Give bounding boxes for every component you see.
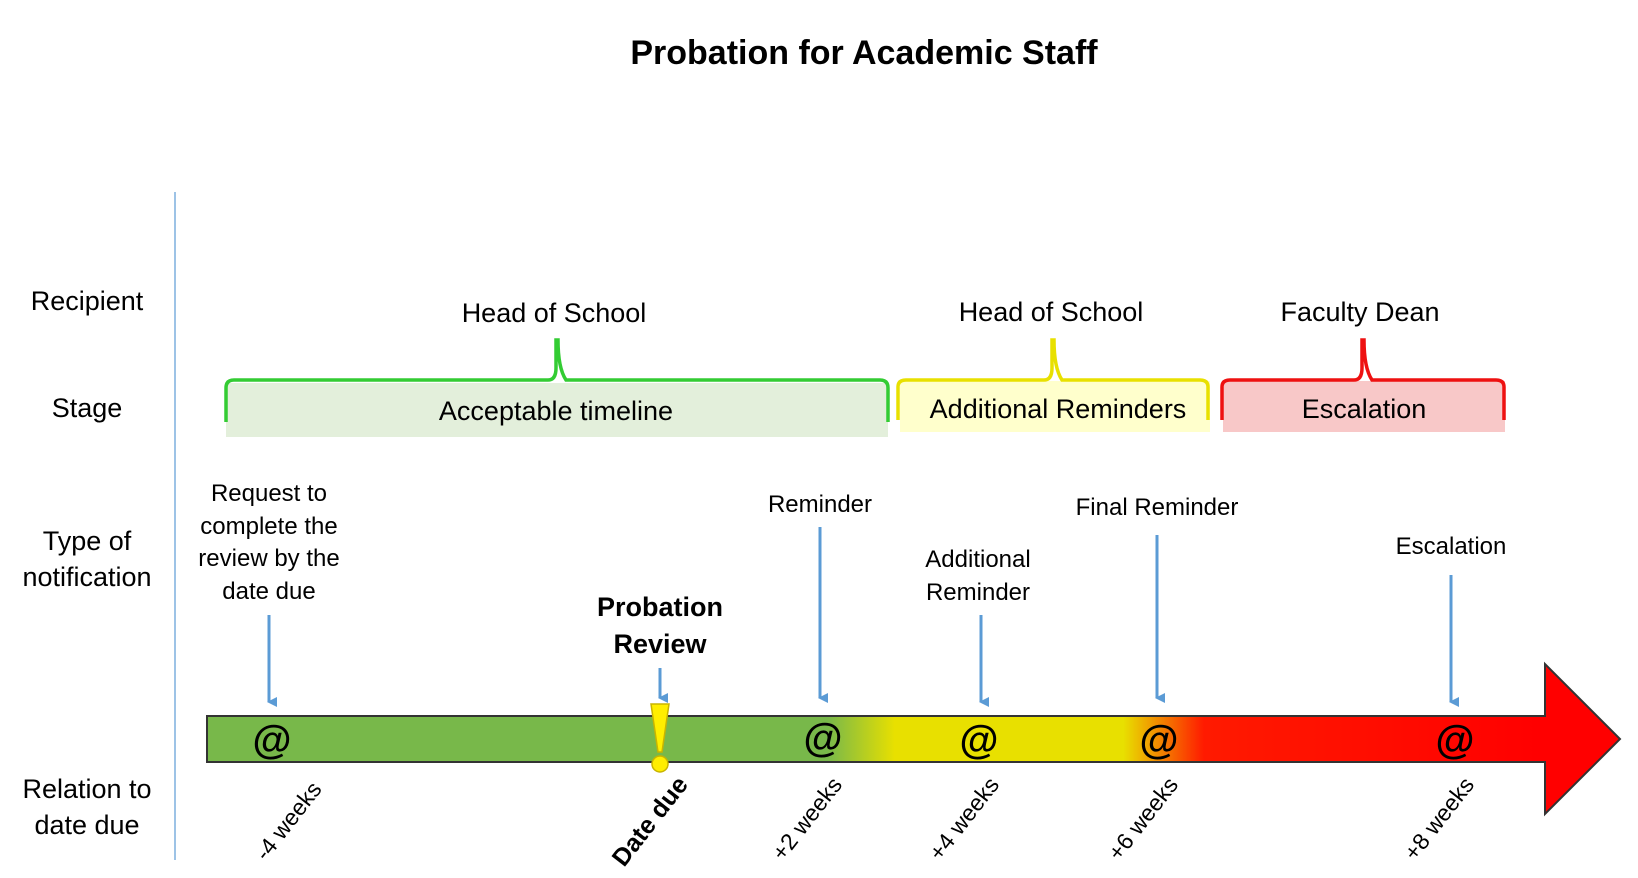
bracket-acceptable — [224, 338, 890, 422]
email-icon-plus2: @ — [803, 716, 842, 760]
notification-request-line1: Request to — [211, 480, 327, 507]
relation-label-plus8: +8 weeks — [1398, 772, 1479, 865]
bracket-escalation — [1220, 338, 1506, 420]
notification-request-line2: complete the — [200, 513, 337, 540]
relation-label-plus6: +6 weeks — [1102, 772, 1183, 865]
stage-box-escalation — [1223, 381, 1505, 432]
notification-review-line1: Probation — [597, 592, 723, 622]
relation-label-due: Date due — [607, 771, 694, 872]
notification-final: Final Reminder — [1076, 494, 1239, 521]
notification-additional: Additional Reminder — [925, 546, 1030, 606]
stage-label-additional: Additional Reminders — [930, 394, 1187, 424]
page-title: Probation for Academic Staff — [630, 34, 1098, 72]
stage-box-acceptable — [226, 383, 888, 437]
row-label-relation-line1: Relation to — [22, 774, 151, 804]
row-label-recipient: Recipient — [31, 286, 144, 316]
recipient-additional: Head of School — [959, 297, 1144, 327]
stage-label-escalation: Escalation — [1302, 394, 1427, 424]
notification-review-line2: Review — [613, 629, 707, 659]
bracket-additional — [896, 338, 1210, 420]
warning-icon-date-due — [650, 703, 670, 773]
recipient-acceptable: Head of School — [462, 298, 647, 328]
notification-request: Request to complete the review by the da… — [198, 480, 339, 605]
row-label-stage: Stage — [52, 393, 123, 423]
email-icon-plus4: @ — [959, 718, 998, 762]
notification-request-line4: date due — [222, 578, 315, 605]
email-icon-minus4: @ — [252, 718, 291, 762]
relation-label-plus2: +2 weeks — [766, 772, 847, 865]
row-label-type-line1: Type of — [43, 526, 132, 556]
notification-review: Probation Review — [597, 592, 723, 659]
notification-additional-line2: Reminder — [926, 579, 1030, 606]
notification-escalation: Escalation — [1396, 533, 1507, 560]
notification-reminder: Reminder — [768, 491, 872, 518]
stage-label-acceptable: Acceptable timeline — [439, 396, 673, 426]
row-label-relation-line2: date due — [34, 810, 139, 840]
timeline-arrow — [206, 661, 1622, 817]
row-label-type-line2: notification — [22, 562, 151, 592]
email-icon-plus8: @ — [1435, 718, 1474, 762]
email-icon-plus6: @ — [1139, 718, 1178, 762]
stage-box-additional — [900, 381, 1210, 432]
notification-additional-line1: Additional — [925, 546, 1030, 573]
relation-label-minus4: -4 weeks — [249, 777, 326, 866]
relation-label-plus4: +4 weeks — [923, 772, 1004, 865]
notification-request-line3: review by the — [198, 545, 339, 572]
recipient-escalation: Faculty Dean — [1280, 297, 1439, 327]
